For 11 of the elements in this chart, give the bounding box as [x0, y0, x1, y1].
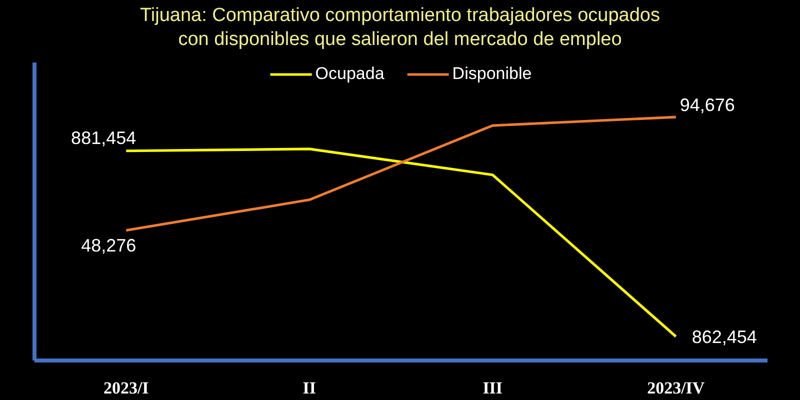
data-label: 48,276 — [81, 235, 136, 256]
x-tick-label: III — [482, 378, 503, 398]
data-label: 881,454 — [71, 128, 136, 148]
data-label: 94,676 — [680, 95, 735, 116]
chart-title: Tijuana: Comparativo comportamiento trabajadores ocupados con disponibles que salieron del mercado de empleo — [140, 4, 660, 52]
x-tick-label: 2023/I — [103, 378, 150, 398]
legend-label: Ocupada — [315, 64, 384, 84]
legend-label: Disponible — [452, 64, 532, 84]
data-label: 862,454 — [692, 327, 757, 348]
x-tick-label: 2023/IV — [647, 378, 706, 398]
x-tick-label: II — [302, 378, 316, 398]
